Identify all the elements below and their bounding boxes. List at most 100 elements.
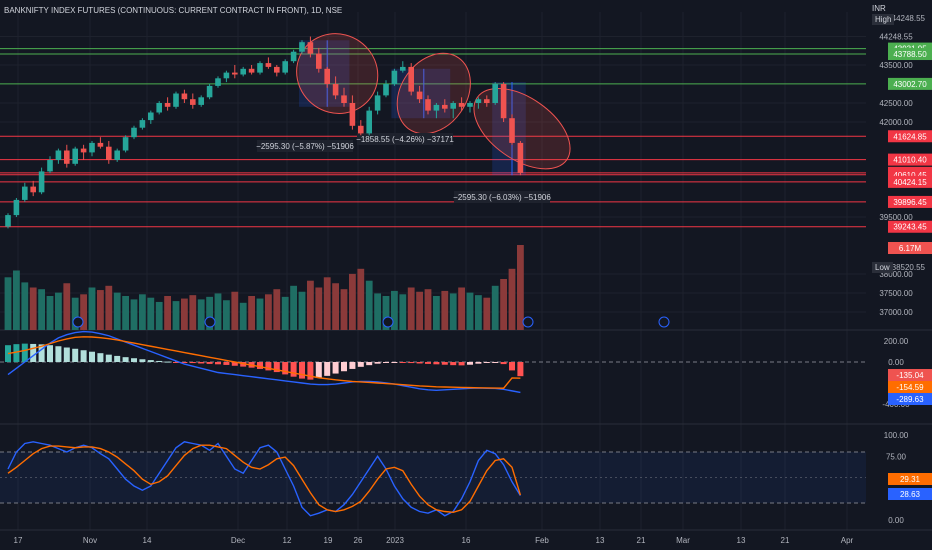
macd-histogram-bar xyxy=(215,362,221,365)
candle-body xyxy=(484,99,490,103)
macd-histogram-bar xyxy=(399,362,406,363)
volume-bar xyxy=(172,301,180,330)
candle-body xyxy=(22,186,28,200)
volume-bar xyxy=(483,297,491,330)
macd-histogram-bar xyxy=(315,362,322,378)
volume-bar xyxy=(147,297,155,330)
stoch-tick-label: 100.00 xyxy=(884,431,909,440)
level-label: 40424.15 xyxy=(893,178,927,187)
candle-body xyxy=(198,97,204,105)
stoch-tick-label: 75.00 xyxy=(886,452,907,461)
volume-bar xyxy=(458,287,465,330)
candle-body xyxy=(332,84,339,96)
low-badge: Low xyxy=(872,262,893,273)
volume-bar xyxy=(181,298,188,330)
volume-bar xyxy=(239,302,247,330)
candle-body xyxy=(416,91,423,100)
x-tick-label: Mar xyxy=(676,536,690,545)
macd-histogram-bar xyxy=(475,362,482,364)
x-tick-label: Apr xyxy=(841,536,854,545)
candle-body xyxy=(114,150,120,160)
high-badge: High xyxy=(872,14,895,25)
macd-tick-label: 0.00 xyxy=(888,358,904,367)
volume-bar xyxy=(508,268,516,330)
volume-bar xyxy=(265,294,272,330)
macd-value-label: -289.63 xyxy=(896,395,924,404)
macd-histogram-bar xyxy=(450,362,457,366)
macd-line xyxy=(7,330,521,394)
candle-body xyxy=(433,104,440,111)
candle-body xyxy=(148,112,154,121)
price-tick-label: 42500.00 xyxy=(879,99,913,108)
macd-histogram-bar xyxy=(47,345,53,362)
volume-bar xyxy=(122,296,129,330)
volume-bar xyxy=(466,292,474,330)
macd-histogram-bar xyxy=(21,343,28,362)
candle-body xyxy=(30,186,36,193)
macd-histogram-bar xyxy=(357,362,364,367)
x-tick-label: 13 xyxy=(737,536,746,545)
volume-bar xyxy=(315,287,323,330)
macd-histogram-bar xyxy=(416,362,423,364)
low-value: 38520.55 xyxy=(892,263,926,272)
volume-bar xyxy=(399,294,407,330)
x-tick-label: 17 xyxy=(14,536,23,545)
macd-histogram-bar xyxy=(408,362,415,364)
price-tick-label: 39500.00 xyxy=(879,213,913,222)
macd-histogram-bar xyxy=(122,357,129,362)
volume-bar xyxy=(340,289,348,330)
macd-value-label: -154.59 xyxy=(896,383,924,392)
x-tick-label: 16 xyxy=(462,536,471,545)
macd-histogram-bar xyxy=(181,362,188,363)
candle-body xyxy=(274,66,280,73)
candle-body xyxy=(131,127,137,138)
macd-histogram-bar xyxy=(223,362,230,365)
volume-bar xyxy=(407,287,415,330)
volume-bar xyxy=(231,291,239,330)
volume-bar xyxy=(332,283,339,330)
candle-body xyxy=(282,61,288,73)
level-badge xyxy=(888,77,932,90)
macd-histogram-bar xyxy=(425,362,431,364)
macd-histogram-bar xyxy=(332,362,339,374)
stoch-badge xyxy=(888,488,932,500)
macd-histogram-bar xyxy=(156,360,163,362)
measure-label: −1858.55 (−4.26%) −37171 xyxy=(356,135,454,144)
macd-histogram-bar xyxy=(63,347,70,362)
candle-body xyxy=(509,118,515,143)
candle-body xyxy=(290,51,297,62)
macd-histogram-bar xyxy=(366,362,373,366)
volume-bar xyxy=(164,296,171,330)
volume-bar xyxy=(500,279,507,330)
volume-bar xyxy=(307,280,314,330)
macd-histogram-bar xyxy=(374,362,381,364)
candle-body xyxy=(72,148,78,164)
candle-body xyxy=(47,160,53,172)
macd-histogram-bar xyxy=(391,362,398,363)
volume-bar xyxy=(449,293,457,330)
candle-body xyxy=(316,53,322,69)
candle-body xyxy=(232,72,238,75)
macd-histogram-bar xyxy=(307,362,314,380)
candle-body xyxy=(458,103,465,107)
macd-histogram-bar xyxy=(189,362,196,364)
candle-body xyxy=(366,110,372,134)
candle-body xyxy=(206,85,213,98)
volume-bar xyxy=(424,289,432,330)
event-marker-icon xyxy=(382,316,394,328)
candle-body xyxy=(240,68,246,75)
volume-badge xyxy=(888,242,932,254)
macd-histogram-bar xyxy=(433,362,440,365)
macd-histogram-bar xyxy=(147,360,154,362)
stoch-k-line xyxy=(7,441,521,517)
volume-bar xyxy=(88,287,96,330)
candle-body xyxy=(173,93,179,107)
measure-label-bg xyxy=(257,140,353,152)
candle-body xyxy=(80,148,87,153)
candle-body xyxy=(156,103,162,113)
macd-value-label: -135.04 xyxy=(896,371,924,380)
candle-body xyxy=(106,146,112,160)
volume-bar xyxy=(323,277,331,330)
candle-body xyxy=(442,104,448,109)
